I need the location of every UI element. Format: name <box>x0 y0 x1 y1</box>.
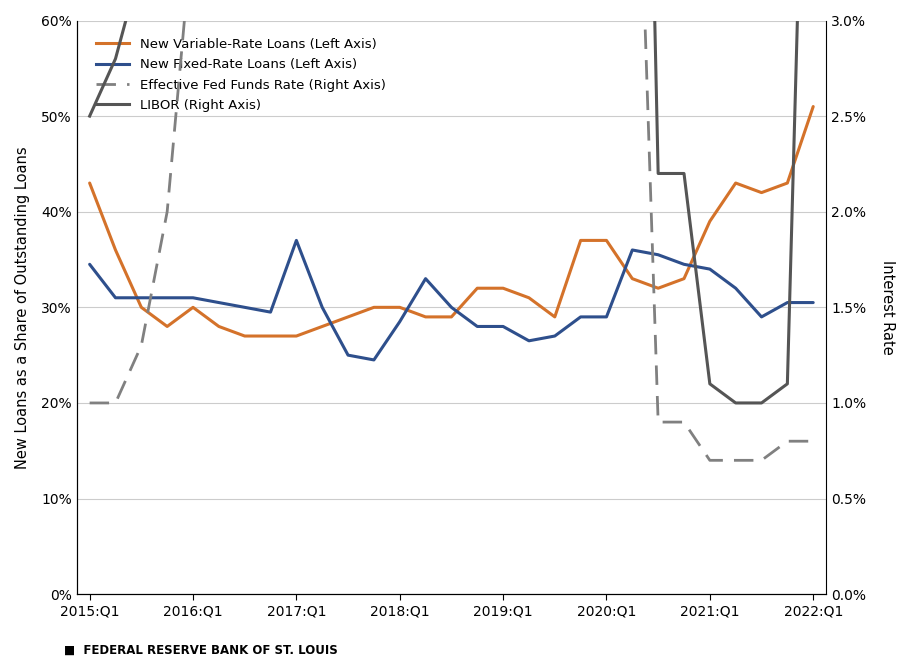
Text: ■  FEDERAL RESERVE BANK OF ST. LOUIS: ■ FEDERAL RESERVE BANK OF ST. LOUIS <box>64 644 338 657</box>
Y-axis label: New Loans as a Share of Outstanding Loans: New Loans as a Share of Outstanding Loan… <box>15 146 30 469</box>
Legend: New Variable-Rate Loans (Left Axis), New Fixed-Rate Loans (Left Axis), Effective: New Variable-Rate Loans (Left Axis), New… <box>91 33 390 117</box>
Y-axis label: Interest Rate: Interest Rate <box>880 260 895 354</box>
